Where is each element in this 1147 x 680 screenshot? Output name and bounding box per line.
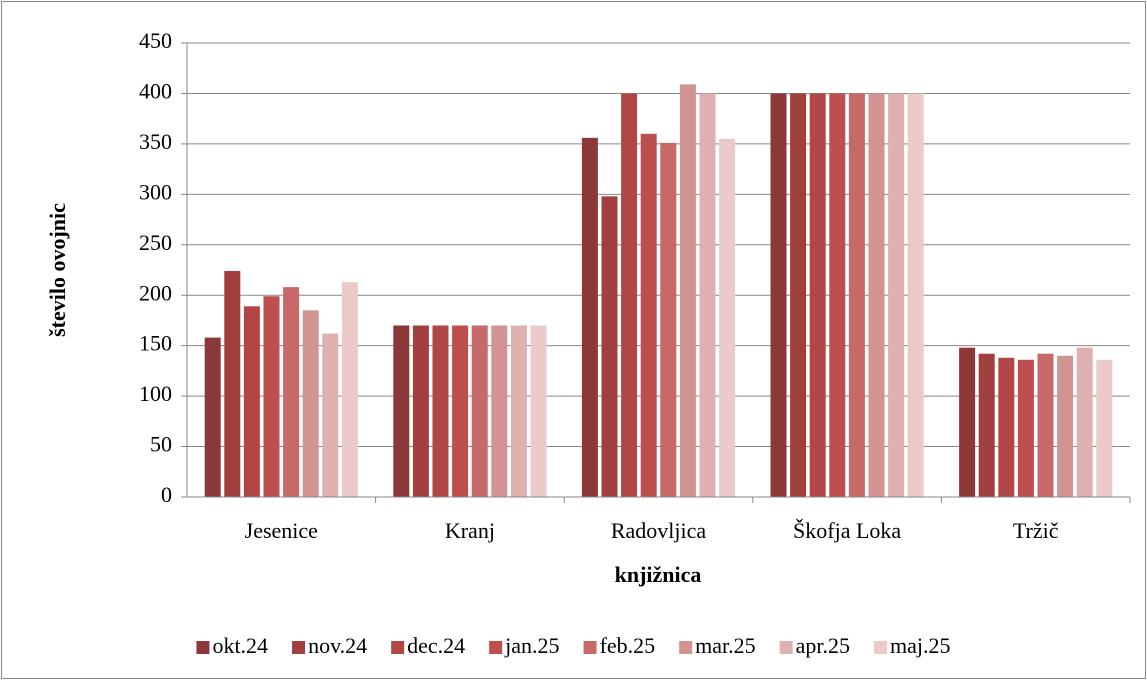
legend-label: apr.25 — [796, 633, 850, 658]
legend-swatch — [391, 641, 405, 654]
legend-label: okt.24 — [212, 633, 268, 658]
bar — [263, 296, 280, 497]
legend-label: feb.25 — [600, 633, 656, 658]
y-tick-label: 100 — [139, 381, 172, 406]
bar — [393, 325, 410, 497]
y-tick-label: 150 — [139, 331, 172, 356]
x-axis-title: knjižnica — [615, 562, 702, 587]
bar — [888, 93, 905, 497]
legend-swatch — [292, 641, 306, 654]
y-axis-title: število ovojnic — [45, 203, 70, 337]
bar — [601, 196, 618, 497]
bar — [1057, 355, 1074, 497]
legend-swatch — [874, 641, 888, 654]
bar — [699, 93, 716, 497]
legend-swatch — [583, 641, 597, 654]
y-tick-label: 450 — [139, 28, 172, 53]
x-tick-label: Kranj — [445, 518, 495, 543]
bar — [907, 93, 924, 497]
bar — [868, 93, 885, 497]
legend-label: jan.25 — [504, 633, 559, 658]
bar — [322, 333, 339, 497]
legend-swatch — [489, 641, 503, 654]
y-tick-label: 0 — [161, 482, 172, 507]
bar — [621, 93, 638, 497]
x-tick-label: Tržič — [1013, 518, 1059, 543]
y-tick-label: 250 — [139, 230, 172, 255]
bar — [510, 325, 527, 497]
legend-swatch — [779, 641, 793, 654]
legend-label: dec.24 — [407, 633, 465, 658]
y-tick-label: 350 — [139, 129, 172, 154]
legend-label: maj.25 — [890, 633, 951, 658]
bar — [412, 325, 429, 497]
bar — [530, 325, 547, 497]
bar — [243, 306, 260, 497]
legend-label: mar.25 — [695, 633, 756, 658]
bar — [341, 282, 358, 497]
bar — [809, 93, 826, 497]
bar — [204, 337, 221, 497]
bar — [1017, 359, 1034, 497]
legend-label: nov.24 — [308, 633, 367, 658]
bar — [224, 271, 241, 497]
bar — [471, 325, 488, 497]
bar — [978, 353, 995, 497]
bar — [848, 93, 865, 497]
bar — [302, 310, 319, 497]
bar — [640, 133, 657, 498]
x-tick-label: Radovljica — [611, 518, 707, 543]
bar — [790, 93, 807, 497]
bar — [660, 142, 677, 497]
bar — [1076, 347, 1093, 497]
y-tick-label: 400 — [139, 78, 172, 103]
bar — [829, 93, 846, 497]
bar — [770, 93, 787, 497]
bar — [1096, 359, 1113, 497]
legend-swatch — [679, 641, 693, 654]
bar — [491, 325, 508, 497]
x-tick-label: Škofja Loka — [793, 518, 901, 543]
bar — [581, 137, 598, 497]
bar — [998, 357, 1015, 497]
bar — [1037, 353, 1054, 497]
bar — [283, 287, 300, 497]
bar — [679, 84, 696, 497]
x-tick-label: Jesenice — [245, 518, 318, 543]
y-tick-label: 200 — [139, 280, 172, 305]
bar — [719, 138, 736, 497]
legend-swatch — [196, 641, 210, 654]
bar — [959, 347, 976, 497]
y-tick-label: 50 — [150, 432, 172, 457]
y-tick-label: 300 — [139, 179, 172, 204]
bar — [432, 325, 449, 497]
bar — [452, 325, 469, 497]
